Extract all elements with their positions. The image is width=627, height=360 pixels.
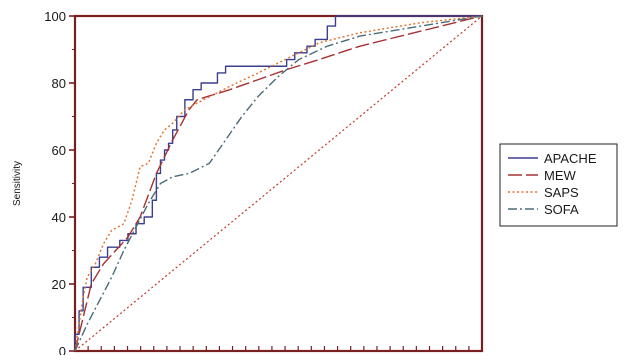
series-line-apache (74, 15, 482, 351)
legend-label-mew: MEW (544, 168, 577, 183)
y-tick-label-40: 40 (52, 210, 66, 225)
legend: APACHE MEW SAPS SOFA (499, 143, 618, 227)
series-line-sofa (74, 15, 483, 352)
axes-layer: 0 20 40 60 80 100 Sensitivity (12, 9, 484, 359)
series-line-saps (74, 15, 483, 352)
series-layer (74, 15, 483, 352)
legend-label-sofa: SOFA (544, 202, 579, 217)
y-tick-label-100: 100 (44, 9, 66, 24)
y-tick-label-60: 60 (52, 143, 66, 158)
legend-label-apache: APACHE (544, 151, 597, 166)
y-axis-label: Sensitivity (12, 161, 23, 206)
y-tick-label-20: 20 (52, 277, 66, 292)
y-tick-label-80: 80 (52, 76, 66, 91)
legend-label-saps: SAPS (544, 185, 579, 200)
y-tick-label-0: 0 (59, 344, 66, 355)
series-line-mew (74, 15, 483, 352)
